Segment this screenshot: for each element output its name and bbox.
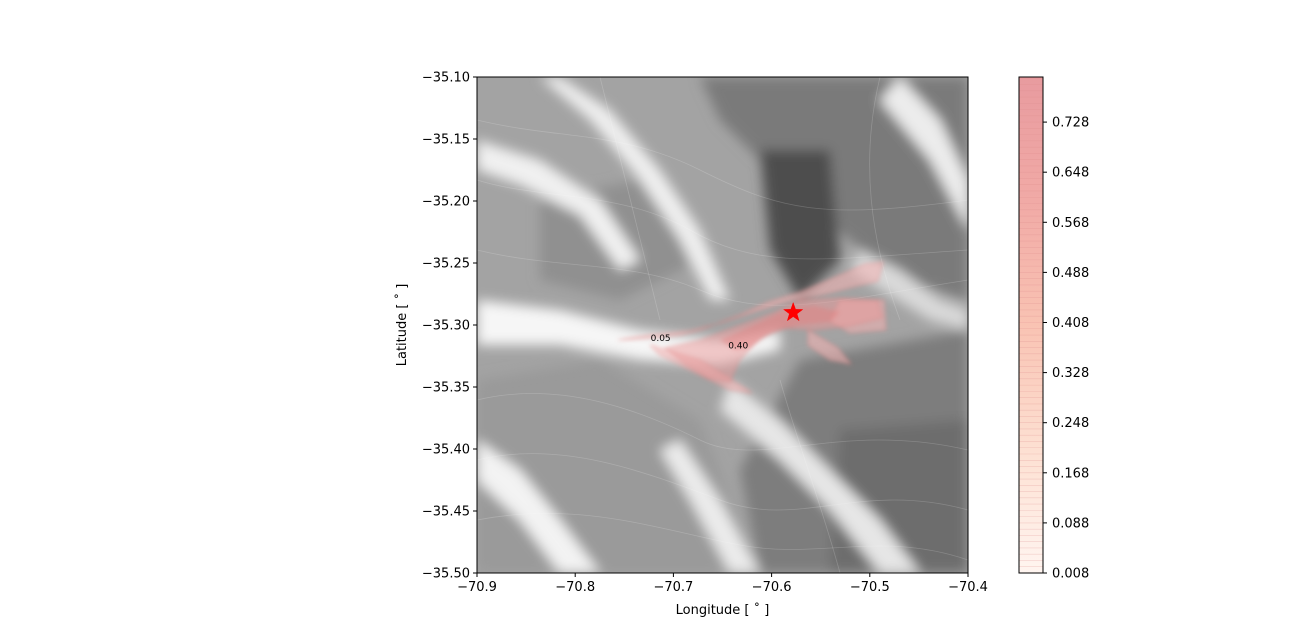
colorbar-tick-label: 0.408 [1052, 316, 1089, 331]
colorbar-tick-label: 0.648 [1052, 166, 1089, 181]
x-tick-label: −70.6 [752, 580, 792, 595]
y-tick-label: −35.40 [422, 443, 470, 458]
hazard-probability-contours [617, 261, 887, 394]
y-axis-label: Latitude [ ˚ ] [394, 284, 410, 367]
x-tick-label: −70.9 [457, 580, 497, 595]
x-axis-label: Longitude [ ˚ ] [676, 602, 770, 618]
terrain-relief [477, 77, 968, 573]
y-tick-label: −35.15 [422, 133, 470, 148]
contour-label-1: 0.40 [728, 342, 748, 352]
contour-label-0: 0.05 [651, 334, 671, 344]
colorbar-tick-label: 0.168 [1052, 466, 1089, 481]
y-tick-label: −35.35 [422, 381, 470, 396]
colorbar-tick-label: 0.008 [1052, 567, 1089, 582]
x-axis: −70.9 −70.8 −70.7 −70.6 −70.5 −70.4 [457, 573, 988, 595]
x-tick-label: −70.5 [850, 580, 890, 595]
y-axis: −35.10 −35.15 −35.20 −35.25 −35.30 −35.35 −35.… [422, 71, 477, 582]
y-tick-label: −35.25 [422, 257, 470, 272]
x-tick-label: −70.7 [653, 580, 693, 595]
y-tick-label: −35.20 [422, 195, 470, 210]
y-tick-label: −35.50 [422, 567, 470, 582]
y-tick-label: −35.10 [422, 71, 470, 86]
colorbar: 0.008 0.088 0.168 0.248 0.328 0.408 0.488 0.568… [1018, 76, 1089, 582]
colorbar-tick-label: 0.568 [1052, 216, 1089, 231]
y-tick-label: −35.45 [422, 505, 470, 520]
y-tick-label: −35.30 [422, 319, 470, 334]
terrain-contours [477, 77, 968, 573]
colorbar-ticks: 0.008 0.088 0.168 0.248 0.328 0.408 0.488 0.568… [1043, 116, 1089, 582]
colorbar-tick-label: 0.328 [1052, 366, 1089, 381]
colorbar-fill [1019, 77, 1043, 573]
x-tick-label: −70.4 [948, 580, 988, 595]
x-tick-label: −70.8 [555, 580, 595, 595]
colorbar-tick-label: 0.248 [1052, 416, 1089, 431]
hazard-contour-high [720, 306, 840, 350]
map-panel: 0.05 0.40 [477, 77, 968, 573]
colorbar-tick-label: 0.488 [1052, 266, 1089, 281]
colorbar-tick-label: 0.728 [1052, 116, 1089, 131]
colorbar-frame [1018, 76, 1044, 574]
colorbar-tick-label: 0.088 [1052, 516, 1089, 531]
vent-star-marker [782, 301, 804, 322]
